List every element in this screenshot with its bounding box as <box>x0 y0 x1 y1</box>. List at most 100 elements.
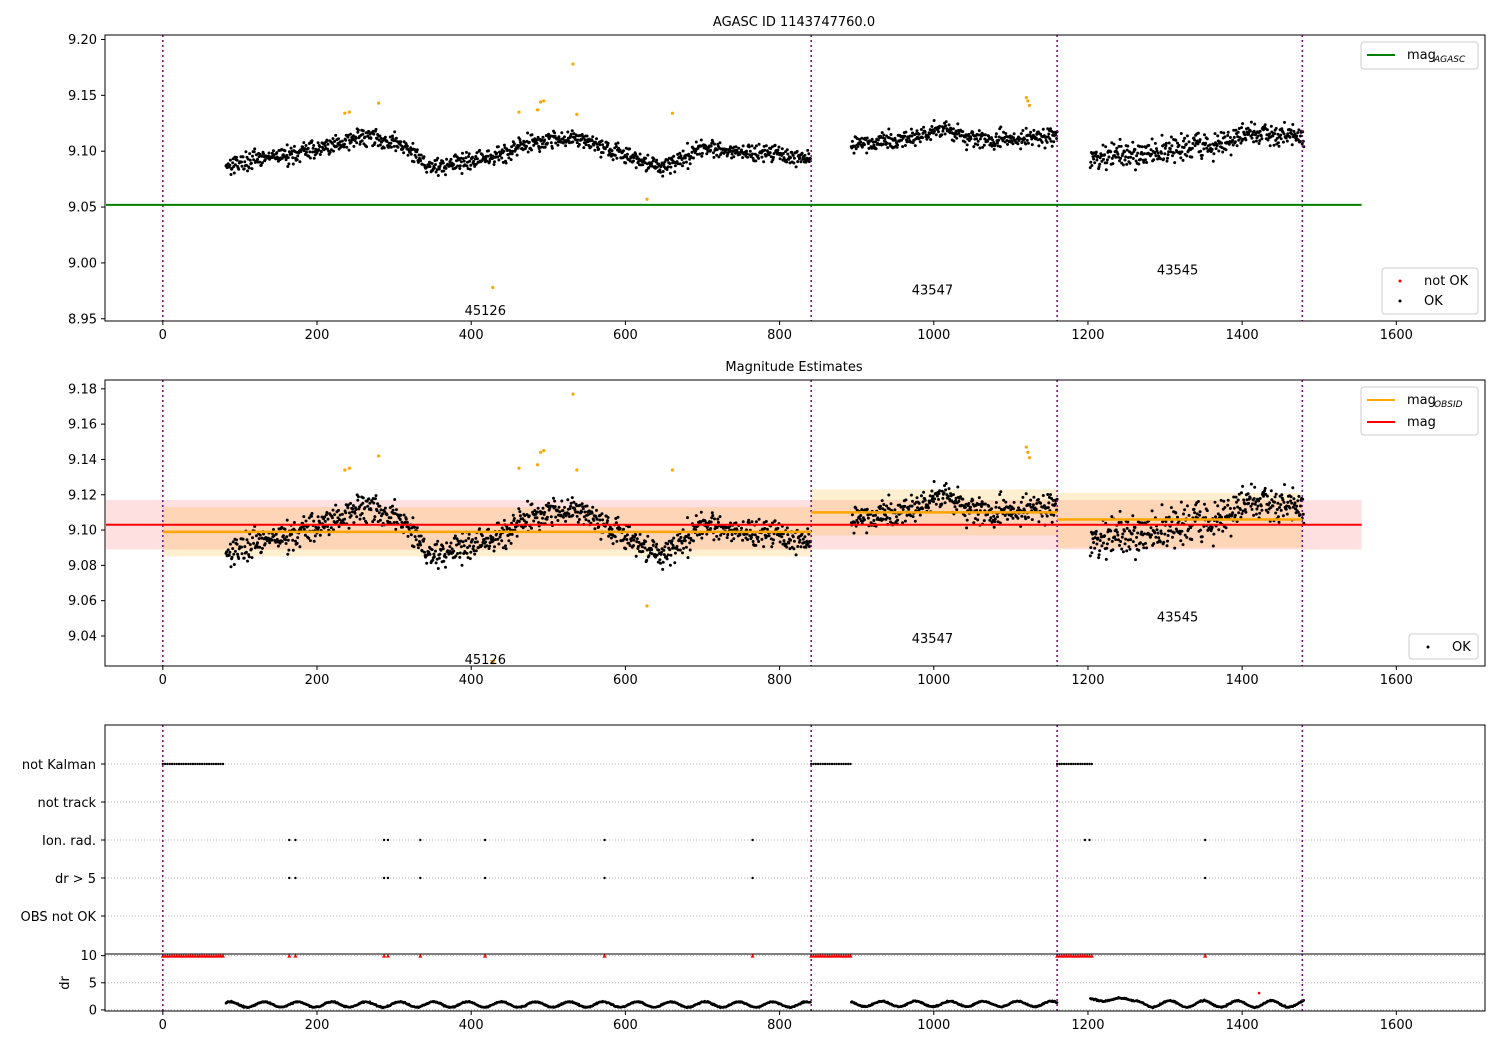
ok-point <box>1298 513 1302 517</box>
ok-point <box>473 157 477 161</box>
ok-point <box>417 534 421 538</box>
ok-point <box>393 512 397 516</box>
ok-point <box>661 567 665 571</box>
ok-point <box>933 497 937 501</box>
ok-point <box>1158 157 1162 161</box>
ok-point <box>595 137 598 141</box>
obsid-label: 45126 <box>465 304 506 319</box>
ok-point <box>275 537 279 541</box>
obsid-label: 43547 <box>912 632 953 647</box>
flag-category-label: dr > 5 <box>55 872 96 887</box>
ok-point <box>312 519 316 523</box>
ok-point <box>803 535 807 539</box>
ok-point <box>419 153 423 157</box>
ok-point <box>583 138 587 142</box>
ok-point <box>434 170 438 174</box>
legend-mag-obsid-subscript: OBSID <box>1434 400 1463 410</box>
ok-point <box>679 154 683 158</box>
ok-point <box>307 536 311 540</box>
ok-point <box>353 139 357 142</box>
ok-point <box>1049 127 1052 131</box>
ok-point <box>716 520 720 524</box>
ok-point <box>1025 138 1029 142</box>
ion-rad-point <box>603 838 606 842</box>
ok-point <box>799 160 803 164</box>
ok-point <box>1120 547 1124 551</box>
ok-point <box>1090 551 1094 555</box>
ok-point <box>1182 146 1186 149</box>
ok-point <box>865 151 869 155</box>
ok-point <box>662 162 666 166</box>
ok-point <box>611 542 615 546</box>
ok-point <box>1185 134 1189 138</box>
ok-point <box>925 137 929 141</box>
ok-point <box>374 494 378 498</box>
ok-point <box>763 527 767 530</box>
ok-point <box>718 141 722 145</box>
ok-point <box>1092 157 1096 161</box>
ok-point <box>1185 504 1189 508</box>
ok-point <box>472 544 476 548</box>
ok-point <box>505 149 509 152</box>
ok-point <box>1029 130 1033 134</box>
ok-point <box>746 155 750 159</box>
ok-point <box>347 148 351 152</box>
ok-point <box>1271 504 1275 508</box>
ok-point <box>352 144 356 148</box>
ok-point <box>522 519 526 523</box>
ok-point <box>881 142 885 146</box>
ok-point <box>1019 500 1023 504</box>
ok-point <box>887 493 891 497</box>
x-tick-label: 1200 <box>1071 328 1104 343</box>
ok-point <box>543 138 547 142</box>
ok-point <box>549 504 553 508</box>
ok-point <box>772 155 775 159</box>
ok-point <box>1167 150 1171 154</box>
ok-point <box>1162 157 1166 161</box>
ok-point <box>1119 540 1123 543</box>
ok-point <box>569 132 573 136</box>
ok-point <box>252 158 256 162</box>
ok-point <box>338 143 342 147</box>
ok-point <box>378 143 382 147</box>
obsid-label: 43547 <box>912 284 953 299</box>
ok-point <box>943 132 947 136</box>
ok-point <box>518 514 522 518</box>
ok-point <box>430 548 434 552</box>
outlier-point <box>670 468 675 472</box>
ok-point <box>1180 150 1184 154</box>
ok-point <box>1136 151 1140 155</box>
ok-point <box>560 499 564 503</box>
ok-point <box>614 521 618 525</box>
ok-point <box>747 518 751 522</box>
ok-point <box>1029 498 1033 502</box>
ok-point <box>1274 511 1278 515</box>
ok-point <box>1231 138 1235 142</box>
ok-point <box>287 162 291 166</box>
ok-point <box>308 539 312 543</box>
ok-point <box>372 518 376 522</box>
ok-point <box>228 163 232 167</box>
outlier-point <box>542 449 546 453</box>
ok-point <box>934 133 938 137</box>
dr-gt5-point <box>382 876 386 880</box>
ok-point <box>751 540 755 543</box>
ok-point <box>659 561 662 565</box>
ok-point <box>510 532 514 536</box>
ok-point <box>276 544 280 548</box>
ok-point <box>965 518 969 522</box>
not-kalman-point <box>173 762 176 766</box>
ok-point <box>1299 134 1302 138</box>
ok-point <box>1254 512 1258 516</box>
not-kalman-point <box>842 762 845 766</box>
ok-point <box>853 144 857 148</box>
ok-point <box>807 532 811 536</box>
ok-point <box>641 163 645 167</box>
ok-point <box>272 528 275 531</box>
ok-point <box>716 517 720 521</box>
ok-point <box>248 152 252 156</box>
ok-point <box>360 139 364 143</box>
ok-point <box>326 517 330 521</box>
ok-point <box>1035 502 1039 505</box>
ok-point <box>1138 145 1142 148</box>
